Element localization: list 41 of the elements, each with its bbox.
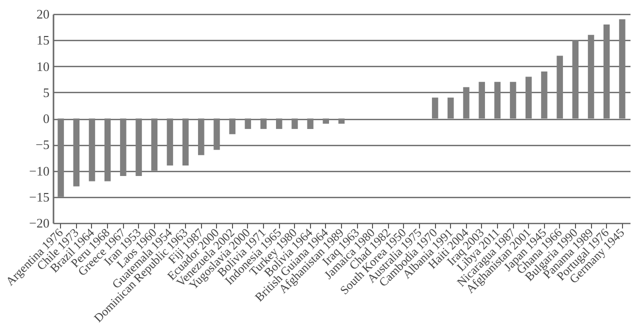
bar <box>151 118 158 171</box>
bar <box>58 118 64 197</box>
bar <box>182 118 189 166</box>
y-tick-label: 20 <box>36 6 50 22</box>
bar <box>556 56 563 118</box>
bar <box>603 24 610 118</box>
bar <box>104 118 111 182</box>
bar <box>292 118 298 129</box>
y-tick-label: 0 <box>43 111 50 126</box>
bar <box>198 118 204 156</box>
bar <box>619 19 626 118</box>
bar <box>276 118 282 129</box>
bar <box>588 34 594 118</box>
bar <box>166 118 174 166</box>
bar <box>526 76 532 118</box>
bar <box>510 82 516 118</box>
bar <box>572 40 579 118</box>
bar <box>448 98 454 118</box>
bar <box>338 118 345 124</box>
y-tick-label: 15 <box>36 32 50 48</box>
bar <box>432 98 438 118</box>
bar <box>229 118 236 134</box>
y-tick-label: −10 <box>29 163 50 178</box>
y-tick-label: −5 <box>36 137 50 152</box>
bar <box>120 118 126 176</box>
bar <box>136 118 142 176</box>
bar <box>541 71 548 118</box>
bar <box>260 118 267 129</box>
bar <box>214 118 220 150</box>
y-tick-label: 10 <box>36 58 50 74</box>
bar <box>478 82 485 118</box>
y-tick-label: −15 <box>29 189 50 204</box>
bar <box>307 118 314 129</box>
bar <box>88 118 96 182</box>
bar <box>322 118 330 124</box>
bar <box>244 118 252 129</box>
bar <box>494 82 501 118</box>
bar <box>73 118 80 186</box>
y-tick-label: 5 <box>43 84 50 100</box>
y-tick-label: −20 <box>29 216 50 230</box>
bar <box>463 87 470 118</box>
